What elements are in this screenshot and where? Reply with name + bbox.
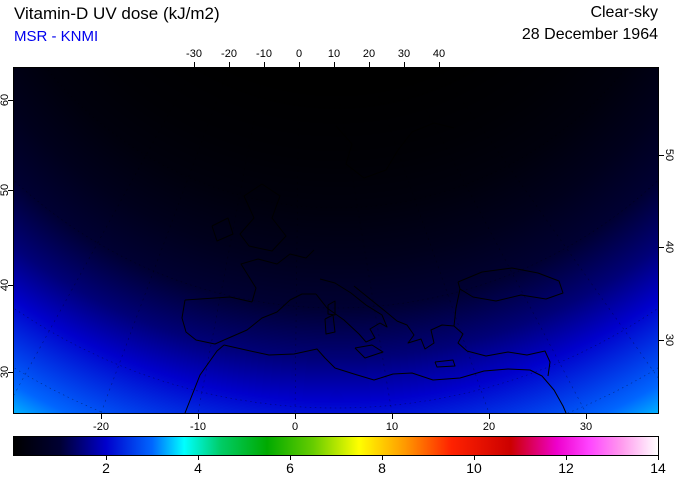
- axis-tick-label: 40: [663, 240, 675, 254]
- date-label: 28 December 1964: [521, 26, 658, 43]
- axis-tick-mark: [8, 100, 13, 101]
- coastline-corsica: [327, 300, 336, 316]
- axis-tick-label: 30: [663, 333, 675, 347]
- coastline-sicily: [354, 344, 384, 359]
- axis-tick-mark: [101, 414, 102, 419]
- colorbar-tick-mark: [198, 456, 199, 460]
- axis-tick-label: 20: [362, 48, 376, 60]
- coastline-morocco-atlantic-coast: [184, 344, 225, 413]
- axis-tick-label: -10: [190, 421, 206, 433]
- colorbar-tick-mark: [382, 456, 383, 460]
- coastline-italy: [315, 278, 388, 343]
- axis-tick-label: 0: [291, 421, 299, 433]
- axis-tick-mark: [194, 62, 195, 67]
- axis-tick-mark: [659, 340, 664, 341]
- axis-tick-label: -20: [93, 421, 109, 433]
- coastline-sardinia: [324, 314, 336, 335]
- coastline-iberia-mediterranean-coast: [223, 293, 316, 341]
- coastline-north-africa-coast: [223, 344, 567, 413]
- coastline-iberia-atlantic-coast: [181, 299, 225, 345]
- page-title: Vitamin-D UV dose (kJ/m2): [14, 4, 220, 23]
- axis-tick-label: 10: [385, 421, 399, 433]
- axis-tick-mark: [334, 62, 335, 67]
- graticule-meridian: [438, 68, 658, 379]
- axis-tick-mark: [8, 190, 13, 191]
- axis-tick-mark: [659, 155, 664, 156]
- coastline-balkan-greece-coast: [353, 285, 455, 350]
- coastline-scandinavia-baltic: [335, 122, 455, 179]
- axis-tick-label: -30: [186, 48, 202, 60]
- coastline-britain: [239, 183, 287, 252]
- colorbar-tick-mark: [106, 456, 107, 460]
- graticule-meridian: [14, 68, 195, 396]
- graticule-meridian: [403, 68, 587, 413]
- axis-tick-mark: [392, 414, 393, 419]
- axis-tick-mark: [404, 62, 405, 67]
- coastline-crete: [434, 359, 456, 368]
- axis-tick-mark: [295, 414, 296, 419]
- axis-tick-mark: [439, 62, 440, 67]
- axis-tick-mark: [198, 414, 199, 419]
- axis-tick-mark: [299, 62, 300, 67]
- coastline-turkey-west-coast: [453, 325, 468, 352]
- colorbar-tick-label: 4: [194, 460, 202, 476]
- map-panel: [13, 67, 659, 414]
- colorbar-tick-label: 14: [650, 460, 666, 476]
- axis-tick-label: -10: [256, 48, 272, 60]
- uv-dose-heatmap-canvas: [14, 68, 658, 413]
- coastline-bosporus-line: [453, 288, 461, 327]
- graticule-parallel: [45, 68, 627, 209]
- sky-condition-label: Clear-sky: [590, 4, 658, 21]
- colorbar-tick-label: 2: [102, 460, 110, 476]
- graticule-parallel: [194, 68, 478, 109]
- colorbar-tick-label: 10: [466, 460, 482, 476]
- graticule-parallel: [14, 307, 658, 409]
- axis-tick-mark: [586, 414, 587, 419]
- axis-tick-mark: [229, 62, 230, 67]
- graticule-meridian: [368, 68, 490, 413]
- axis-tick-label: 10: [327, 48, 341, 60]
- axis-tick-mark: [369, 62, 370, 67]
- axis-tick-mark: [659, 247, 664, 248]
- coastline-turkey-south-levant-coast: [466, 350, 551, 377]
- axis-tick-mark: [489, 414, 490, 419]
- axis-tick-mark: [264, 62, 265, 67]
- colorbar-tick-mark: [474, 456, 475, 460]
- coastline-ireland: [211, 217, 234, 242]
- coastline-iberia-north-coast: [184, 296, 253, 303]
- graticule-parallel: [14, 179, 658, 309]
- axis-tick-label: 40: [432, 48, 446, 60]
- axis-tick-label: 0: [295, 48, 303, 60]
- graticule-meridian: [197, 68, 265, 413]
- graticule-meridian: [294, 68, 300, 413]
- colorbar-tick-mark: [658, 456, 659, 460]
- colorbar-tick-label: 6: [286, 460, 294, 476]
- coastline-black-sea: [457, 267, 564, 302]
- axis-tick-mark: [8, 285, 13, 286]
- axis-tick-label: 30: [0, 365, 11, 379]
- graticule-meridian: [333, 68, 393, 413]
- coastline-graticule-overlay: [14, 68, 658, 413]
- axis-tick-label: 60: [0, 93, 11, 107]
- data-source-label: MSR - KNMI: [14, 28, 99, 45]
- colorbar-tick-label: 8: [378, 460, 386, 476]
- axis-tick-label: 50: [0, 183, 11, 197]
- graticule-parallel: [14, 367, 658, 413]
- coastline-france-atlantic-coast: [240, 249, 315, 303]
- colorbar-tick-mark: [566, 456, 567, 460]
- axis-tick-label: 30: [579, 421, 593, 433]
- colorbar-tick-label: 12: [558, 460, 574, 476]
- axis-tick-label: 20: [482, 421, 496, 433]
- graticule-meridian: [100, 68, 230, 413]
- graticule-parallel: [14, 68, 658, 413]
- axis-tick-label: -20: [221, 48, 237, 60]
- colorbar-tick-mark: [290, 456, 291, 460]
- axis-tick-mark: [8, 372, 13, 373]
- axis-tick-label: 50: [663, 148, 675, 162]
- axis-tick-label: 40: [0, 278, 11, 292]
- colorbar: [13, 436, 659, 456]
- axis-tick-label: 30: [397, 48, 411, 60]
